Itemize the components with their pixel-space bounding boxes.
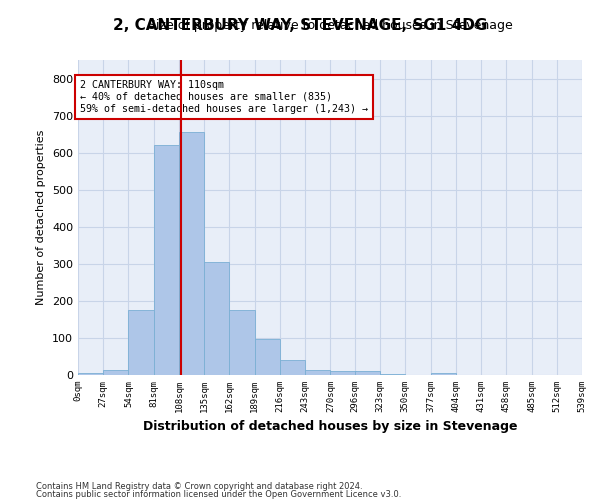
Title: Size of property relative to detached houses in Stevenage: Size of property relative to detached ho…: [148, 20, 512, 32]
Bar: [229, 310, 255, 375]
Bar: [128, 310, 154, 375]
Text: Contains HM Land Registry data © Crown copyright and database right 2024.: Contains HM Land Registry data © Crown c…: [36, 482, 362, 491]
Bar: [78, 373, 103, 375]
Text: 2 CANTERBURY WAY: 110sqm
← 40% of detached houses are smaller (835)
59% of semi-: 2 CANTERBURY WAY: 110sqm ← 40% of detach…: [80, 80, 368, 114]
Bar: [255, 339, 280, 375]
Bar: [355, 372, 380, 375]
Bar: [305, 370, 331, 375]
Bar: [431, 373, 456, 375]
X-axis label: Distribution of detached houses by size in Stevenage: Distribution of detached houses by size …: [143, 420, 517, 434]
Bar: [103, 370, 128, 375]
Bar: [204, 262, 229, 375]
Text: Contains public sector information licensed under the Open Government Licence v3: Contains public sector information licen…: [36, 490, 401, 499]
Bar: [179, 132, 204, 375]
Bar: [380, 374, 405, 375]
Bar: [331, 371, 356, 375]
Y-axis label: Number of detached properties: Number of detached properties: [37, 130, 46, 305]
Text: 2, CANTERBURY WAY, STEVENAGE, SG1 4DG: 2, CANTERBURY WAY, STEVENAGE, SG1 4DG: [113, 18, 487, 32]
Bar: [154, 145, 179, 375]
Bar: [280, 360, 305, 375]
